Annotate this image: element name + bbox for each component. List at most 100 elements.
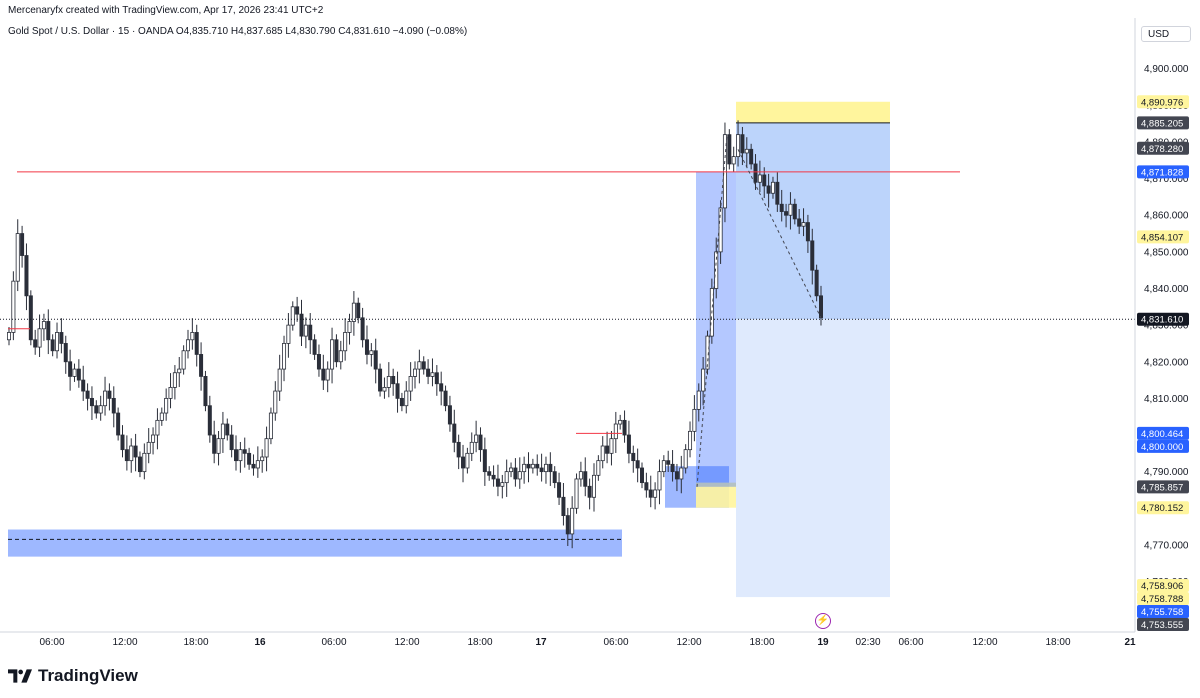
candle-body bbox=[648, 489, 653, 498]
candle-body bbox=[364, 339, 369, 355]
lightning-icon[interactable]: ⚡ bbox=[815, 613, 831, 629]
candle-body bbox=[722, 134, 727, 209]
candle-body bbox=[670, 463, 675, 473]
candle-body bbox=[33, 339, 38, 348]
candle-body bbox=[290, 306, 295, 326]
candle-body bbox=[129, 445, 134, 462]
candle-body bbox=[308, 324, 313, 341]
candle-body bbox=[85, 390, 90, 399]
candle-body bbox=[465, 452, 470, 469]
chart-zones bbox=[8, 101, 890, 598]
time-tick-label: 06:00 bbox=[898, 637, 923, 648]
candle-body bbox=[509, 467, 514, 473]
candle-body bbox=[801, 222, 806, 227]
time-tick-label: 18:00 bbox=[749, 637, 774, 648]
candle-body bbox=[696, 390, 701, 410]
price-tick-label: 4,870.000 bbox=[1144, 174, 1189, 185]
candle-body bbox=[583, 471, 588, 487]
brand-logo: TradingView bbox=[8, 666, 138, 686]
candle-body bbox=[775, 181, 780, 205]
time-tick-label: 16 bbox=[254, 637, 266, 648]
candle-body bbox=[94, 405, 99, 414]
candle-body bbox=[321, 368, 326, 381]
candle-body bbox=[7, 332, 12, 341]
candle-body bbox=[46, 321, 51, 341]
candle-body bbox=[194, 332, 199, 355]
candle-body bbox=[557, 482, 562, 498]
candle-body bbox=[426, 368, 431, 377]
candle-body bbox=[570, 507, 575, 535]
currency-selector[interactable]: USD bbox=[1141, 26, 1191, 42]
candle-body bbox=[20, 233, 25, 256]
price-label-text: 4,758.906 bbox=[1141, 581, 1183, 592]
time-tick-label: 18:00 bbox=[467, 637, 492, 648]
time-tick-label: 02:30 bbox=[855, 637, 880, 648]
candle-body bbox=[740, 134, 745, 154]
candle-body bbox=[264, 438, 269, 458]
candle-body bbox=[487, 471, 492, 476]
candle-body bbox=[683, 449, 688, 469]
candle-body bbox=[513, 467, 518, 480]
candles bbox=[7, 120, 824, 549]
candle-body bbox=[714, 251, 719, 289]
candle-body bbox=[718, 207, 723, 253]
symbol-legend[interactable]: Gold Spot / U.S. Dollar · 15 · OANDA O4,… bbox=[8, 26, 468, 37]
position-risk-zone bbox=[736, 122, 890, 320]
candle-body bbox=[177, 368, 182, 374]
candle-body bbox=[674, 471, 679, 480]
candle-body bbox=[212, 434, 217, 454]
candle-body bbox=[251, 463, 256, 469]
candle-body bbox=[605, 445, 610, 454]
candle-body bbox=[404, 390, 409, 407]
time-tick-label: 12:00 bbox=[394, 637, 419, 648]
brand-name: TradingView bbox=[38, 666, 138, 685]
candle-body bbox=[744, 148, 749, 154]
price-label-text: 4,785.857 bbox=[1141, 482, 1183, 493]
candle-body bbox=[50, 339, 55, 352]
candle-body bbox=[98, 405, 103, 414]
candle-body bbox=[146, 441, 151, 454]
candle-body bbox=[225, 423, 230, 436]
candle-body bbox=[495, 478, 500, 487]
candle-body bbox=[408, 376, 413, 392]
candle-body bbox=[657, 471, 662, 491]
price-label-box bbox=[1137, 95, 1189, 109]
candle-body bbox=[469, 441, 474, 454]
candle-body bbox=[120, 434, 125, 451]
candle-body bbox=[369, 350, 374, 355]
projection-up-line bbox=[696, 134, 728, 487]
price-label-box bbox=[1137, 141, 1189, 155]
candle-body bbox=[766, 185, 771, 194]
candle-body bbox=[561, 496, 566, 517]
price-label-text: 4,890.976 bbox=[1141, 97, 1183, 108]
candle-body bbox=[55, 332, 60, 352]
candle-body bbox=[124, 449, 129, 462]
candle-body bbox=[303, 324, 308, 337]
candle-body bbox=[190, 332, 195, 341]
candle-body bbox=[172, 372, 177, 388]
candle-body bbox=[591, 474, 596, 498]
price-tick-label: 4,810.000 bbox=[1144, 394, 1189, 405]
price-label-text: 4,753.555 bbox=[1141, 620, 1183, 631]
candle-body bbox=[391, 376, 396, 385]
candle-body bbox=[395, 383, 400, 399]
candle-body bbox=[618, 419, 623, 425]
candle-body bbox=[199, 354, 204, 377]
candle-body bbox=[731, 156, 736, 165]
candle-body bbox=[255, 460, 260, 469]
candle-body bbox=[805, 222, 810, 242]
candle-body bbox=[216, 438, 221, 454]
candle-body bbox=[631, 452, 636, 462]
position-stop-zone bbox=[736, 101, 890, 123]
candle-body bbox=[679, 467, 684, 480]
price-label-box bbox=[1137, 230, 1189, 244]
candle-body bbox=[482, 449, 487, 473]
price-tick-label: 4,790.000 bbox=[1144, 467, 1189, 478]
candle-body bbox=[15, 233, 20, 282]
candle-body bbox=[338, 350, 343, 363]
price-label-text: 4,800.000 bbox=[1141, 442, 1183, 453]
time-axis[interactable]: 06:00 12:00 18:00 16 06:00 12:00 18:00 17 06:00 1… bbox=[39, 637, 1136, 648]
candle-body bbox=[522, 463, 527, 473]
candle-body bbox=[810, 240, 815, 271]
